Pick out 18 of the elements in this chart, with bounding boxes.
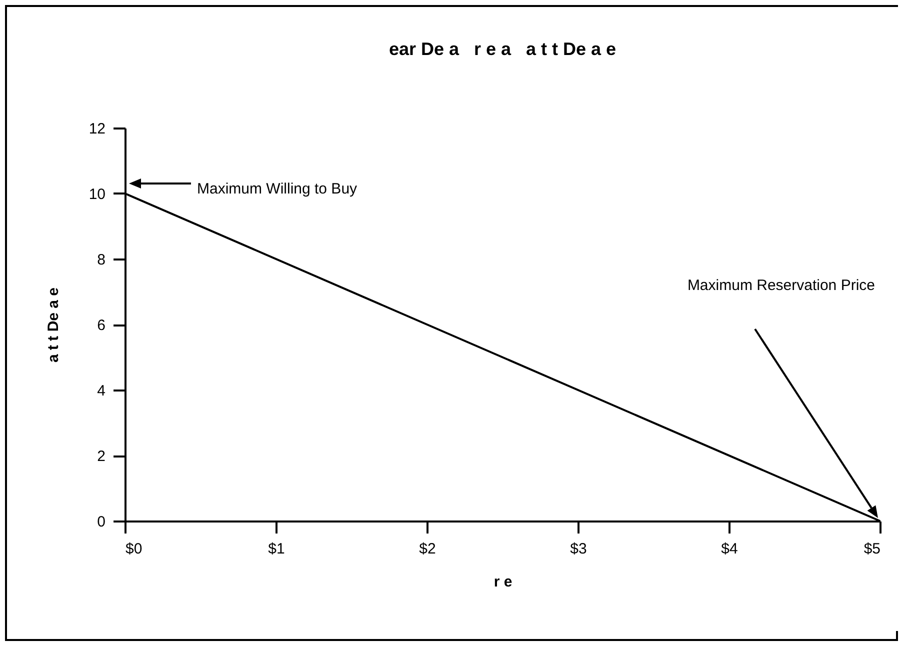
y-axis-title: a t t De a e bbox=[44, 287, 62, 363]
x-axis-title: r e bbox=[494, 574, 512, 590]
x-tick-label: $5 bbox=[864, 540, 880, 558]
x-tick-label: $1 bbox=[268, 540, 285, 558]
y-tick-label: 8 bbox=[97, 252, 106, 268]
x-tick-label: $4 bbox=[721, 540, 738, 558]
y-tick-label: 6 bbox=[97, 317, 106, 334]
y-tick-label: 10 bbox=[88, 186, 106, 203]
y-tick-label: 4 bbox=[97, 382, 106, 400]
chart-title: ear De a r e a a t t De a e bbox=[388, 39, 616, 59]
y-tick-label: 12 bbox=[88, 120, 106, 138]
annotation: Maximum Willing to Buy bbox=[197, 180, 358, 198]
y-tick-label: 2 bbox=[97, 448, 106, 465]
annotation: Maximum Reservation Price bbox=[687, 277, 875, 294]
y-tick-label: 0 bbox=[97, 514, 106, 530]
x-tick-label: $2 bbox=[419, 540, 436, 558]
x-tick-label: $0 bbox=[126, 540, 142, 558]
x-tick-label: $3 bbox=[570, 540, 587, 558]
